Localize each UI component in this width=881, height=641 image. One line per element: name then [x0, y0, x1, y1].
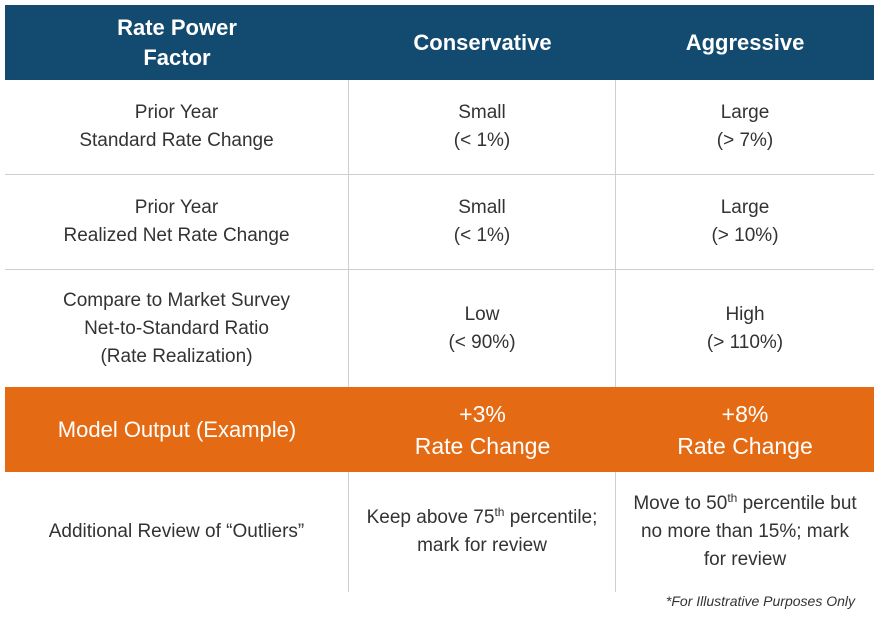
factor-cell: Prior Year Standard Rate Change [5, 80, 349, 174]
aggressive-cell: Large (> 7%) [716, 102, 774, 151]
factor-cell: Compare to Market Survey Net-to-Standard… [5, 270, 349, 387]
table-row: Prior Year Standard Rate Change Small (<… [5, 80, 874, 175]
table-row: Compare to Market Survey Net-to-Standard… [5, 270, 874, 387]
header-aggressive: Aggressive [685, 29, 805, 55]
model-output-aggressive: +8% Rate Change [677, 400, 813, 459]
outliers-aggressive: Move to 50th percentile but no more than… [633, 491, 857, 570]
factor-cell: Prior Year Realized Net Rate Change [5, 175, 349, 269]
model-output-label: Model Output (Example) [57, 416, 297, 442]
header-rate-power-factor: Rate Power Factor [117, 14, 237, 70]
outliers-label: Additional Review of “Outliers” [5, 472, 349, 592]
conservative-cell: Small (< 1%) [349, 80, 616, 174]
comparison-table: Rate Power Factor Conservative Aggressiv… [5, 5, 874, 592]
conservative-cell: Small (< 1%) [349, 175, 616, 269]
model-output-row: Model Output (Example) +3% Rate Change +… [5, 387, 874, 472]
aggressive-cell: High (> 110%) [706, 303, 784, 353]
conservative-cell: Low (< 90%) [349, 270, 616, 387]
table-row: Prior Year Realized Net Rate Change Smal… [5, 175, 874, 270]
table-header: Rate Power Factor Conservative Aggressiv… [5, 5, 874, 80]
header-conservative: Conservative [413, 29, 552, 55]
outliers-conservative: Keep above 75th percentile; mark for rev… [349, 472, 616, 592]
aggressive-cell: Large (> 10%) [711, 197, 779, 246]
footnote: *For Illustrative Purposes Only [665, 593, 855, 609]
model-output-conservative: +3% Rate Change [414, 400, 551, 459]
outliers-row: Additional Review of “Outliers” Keep abo… [5, 472, 874, 592]
